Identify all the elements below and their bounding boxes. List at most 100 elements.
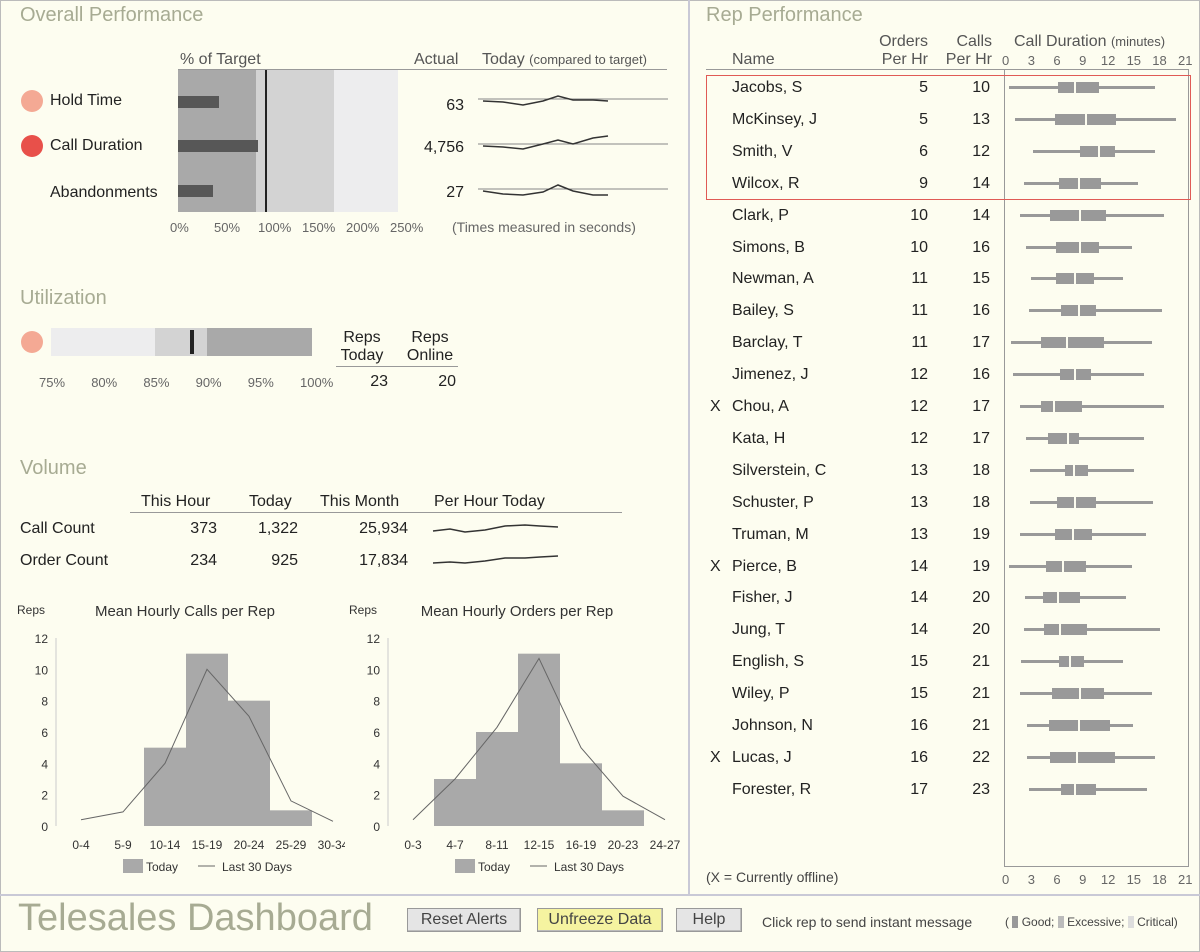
rep-name: Smith, V: [732, 142, 793, 160]
rep-row[interactable]: McKinsey, J 5 13: [700, 104, 1190, 136]
call-count-sparkline: [432, 524, 559, 533]
duration-median: [1079, 241, 1082, 253]
x-tick-label: 12-15: [524, 838, 555, 852]
y-tick-label: 0: [41, 820, 48, 834]
rep-row[interactable]: Schuster, P 13 18: [700, 487, 1190, 519]
rep-row[interactable]: Fisher, J 14 20: [700, 582, 1190, 614]
x-tick-label: 4-7: [446, 838, 464, 852]
rep-row[interactable]: Newman, A 11 15: [700, 263, 1190, 295]
duration-iqr-box: [1046, 560, 1086, 572]
duration-median: [1076, 751, 1078, 763]
rep-alert-highlight: [706, 75, 1191, 200]
rep-row[interactable]: X Chou, A 12 17: [700, 391, 1190, 423]
rep-row[interactable]: Kata, H 12 17: [700, 423, 1190, 455]
overall-axis-tick: 50%: [214, 220, 241, 235]
rep-row[interactable]: Jimenez, J 12 16: [700, 359, 1190, 391]
rep-row[interactable]: Smith, V 6 12: [700, 136, 1190, 168]
call-count-month: 25,934: [359, 520, 408, 537]
help-button[interactable]: Help: [676, 908, 742, 932]
rep-row[interactable]: Silverstein, C 13 18: [700, 455, 1190, 487]
unfreeze-data-button[interactable]: Unfreeze Data: [537, 908, 663, 932]
histogram-bar: [186, 653, 228, 826]
rep-name: Wiley, P: [732, 685, 790, 703]
duration-iqr-box: [1049, 209, 1107, 221]
footer-divider: [0, 894, 1200, 896]
rep-name: Fisher, J: [732, 589, 793, 607]
rep-row[interactable]: Clark, P 10 14: [700, 200, 1190, 232]
orders-per-hr: 15: [910, 653, 928, 671]
histogram-bar: [228, 700, 270, 826]
legend-today-swatch: [455, 859, 475, 873]
hold-time-actual: 63: [446, 97, 464, 114]
x-tick-label: 16-19: [566, 838, 597, 852]
this-hour-header: This Hour: [141, 493, 211, 510]
x-tick-label: 10-14: [150, 838, 181, 852]
today-volume-header: Today: [249, 493, 292, 510]
rep-row[interactable]: Jung, T 14 20: [700, 614, 1190, 646]
rep-row[interactable]: Wiley, P 15 21: [700, 678, 1190, 710]
orders-per-hr: 17: [910, 780, 928, 798]
bullet-band-ok: [256, 70, 334, 212]
x-tick-label: 30-34: [318, 838, 345, 852]
rep-name: Chou, A: [732, 398, 789, 415]
rep-row[interactable]: Jacobs, S 5 10: [700, 72, 1190, 104]
overall-axis-tick: 200%: [346, 220, 380, 235]
util-band-mid: [155, 328, 207, 356]
rep-row[interactable]: X Lucas, J 16 22: [700, 742, 1190, 774]
calls-per-hr: 16: [972, 366, 990, 384]
duration-axis-tick: 15: [1126, 872, 1142, 887]
duration-plot-frame: [1004, 69, 1189, 867]
histogram-bar: [434, 779, 476, 826]
rep-row[interactable]: English, S 15 21: [700, 646, 1190, 678]
utilization-axis-tick: 95%: [247, 375, 274, 390]
calls-per-hr-header: Calls Per Hr: [935, 33, 992, 69]
call-duration-actual: 4,756: [423, 139, 464, 156]
rep-name: Silverstein, C: [732, 461, 827, 479]
orders-per-hr: 5: [919, 110, 928, 128]
histogram-bar: [270, 810, 312, 826]
orders-header-line2: Per Hr: [881, 51, 928, 68]
rep-row[interactable]: Wilcox, R 9 14: [700, 168, 1190, 200]
bullet-band-good: [334, 70, 398, 212]
duration-axis-tick: 6: [1053, 872, 1061, 887]
calls-per-hr: 14: [972, 206, 990, 224]
call-duration-header-unit: (minutes): [1110, 34, 1166, 49]
x-tick-label: 25-29: [276, 838, 307, 852]
calls-per-hr: 21: [972, 717, 990, 734]
duration-axis-tick: 3: [1027, 53, 1035, 68]
click-hint: Click rep to send instant message: [762, 914, 973, 930]
y-tick-label: 12: [35, 632, 49, 646]
orders-per-hr: 13: [910, 493, 928, 511]
y-tick-label: 10: [367, 663, 381, 677]
rep-performance-title: Rep Performance: [706, 4, 863, 26]
rep-row[interactable]: Barclay, T 11 17: [700, 327, 1190, 359]
rep-row[interactable]: Bailey, S 11 16: [700, 295, 1190, 327]
duration-iqr-box: [1050, 751, 1115, 763]
x-tick-label: 5-9: [114, 838, 132, 852]
rep-name: Forester, R: [732, 780, 812, 798]
legend-last30-label: Last 30 Days: [222, 860, 292, 874]
call-duration-alert-icon: [21, 135, 43, 157]
duration-axis-tick: 18: [1152, 872, 1167, 887]
orders-per-hr: 14: [910, 589, 928, 607]
rep-row[interactable]: Simons, B 10 16: [700, 232, 1190, 264]
orders-per-hr: 10: [910, 238, 928, 256]
rep-row[interactable]: Johnson, N 16 21: [700, 710, 1190, 742]
calls-per-hr: 14: [972, 174, 990, 192]
reset-alerts-button[interactable]: Reset Alerts: [407, 908, 521, 932]
pct-target-header: % of Target: [180, 51, 261, 68]
calls-per-hr: 16: [972, 238, 990, 256]
rep-row[interactable]: Truman, M 13 19: [700, 519, 1190, 551]
duration-axis-bottom: 0 3 6 9 12 15 18 21: [1002, 872, 1200, 888]
offline-note: (X = Currently offline): [706, 869, 839, 885]
y-tick-label: 2: [41, 789, 48, 803]
rep-row[interactable]: Forester, R 17 23: [700, 774, 1190, 806]
duration-iqr-box: [1080, 145, 1115, 157]
rep-row[interactable]: X Pierce, B 14 19: [700, 551, 1190, 583]
histogram-title: Mean Hourly Calls per Rep: [95, 603, 275, 620]
calls-per-hr: 17: [972, 398, 990, 415]
overall-axis-tick: 100%: [258, 220, 292, 235]
calls-per-hr: 17: [972, 429, 990, 447]
orders-per-hr: 13: [910, 525, 928, 543]
reps-online-value: 20: [438, 373, 456, 390]
